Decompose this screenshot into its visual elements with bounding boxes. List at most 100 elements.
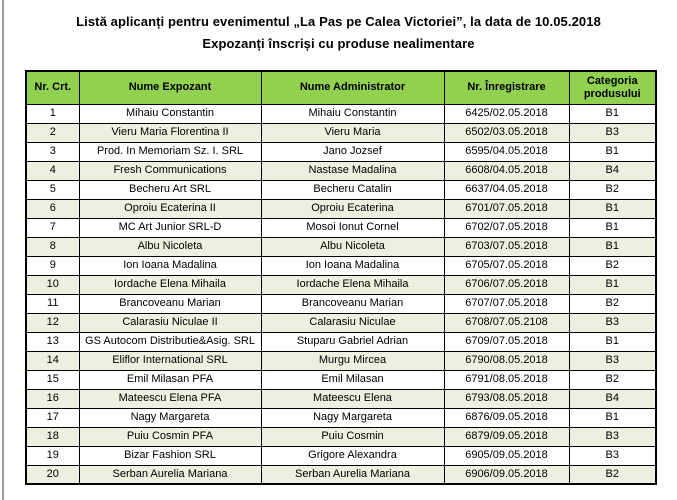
table-cell: Emil Milasan (260, 369, 445, 390)
table-cell: B3 (568, 445, 657, 466)
table-cell: B2 (568, 369, 657, 390)
column-header: Categoria produsului (568, 70, 657, 105)
table-cell: 6876/09.05.2018 (443, 407, 570, 428)
document-subtitle: Expozanți înscriși cu produse nealimenta… (202, 36, 475, 51)
table-cell: 6708/07.05.2108 (443, 312, 570, 333)
table-row: 4 Fresh Communications Nastase Madalina 660… (25, 160, 657, 181)
table-cell: Fresh Communications (78, 160, 262, 181)
table-cell: Mateescu Elena (260, 388, 445, 409)
table-cell: 15 (25, 369, 80, 390)
table-cell: Stuparu Gabriel Adrian (260, 331, 445, 352)
table-cell: 13 (25, 331, 80, 352)
table-row: 16 Mateescu Elena PFA Mateescu Elena 6793/0… (25, 388, 657, 409)
table-row: 19 Bizar Fashion SRL Grigore Alexandra 6905… (25, 445, 657, 466)
table-cell: 1 (25, 103, 80, 124)
table-cell: B1 (568, 274, 657, 295)
table-cell: GS Autocom Distributie&Asig. SRL (78, 331, 262, 352)
table-cell: Albu Nicoleta (78, 236, 262, 257)
table-cell: B3 (568, 312, 657, 333)
table-cell: 6790/08.05.2018 (443, 350, 570, 371)
table-cell: B1 (568, 236, 657, 257)
page-edge-line (2, 0, 4, 500)
table-cell: 6595/04.05.2018 (443, 141, 570, 162)
table-row: 17 Nagy Margareta Nagy Margareta 6876/09.05… (25, 407, 657, 428)
table-row: 3 Prod. In Memoriam Sz. I. SRL Jano Jozsef… (25, 141, 657, 162)
table-cell: Iordache Elena Mihaila (78, 274, 262, 295)
table-cell: 20 (25, 464, 80, 485)
table-cell: Ion Ioana Madalina (78, 255, 262, 276)
table-cell: 19 (25, 445, 80, 466)
table-cell: B1 (568, 217, 657, 238)
table-cell: 6906/09.05.2018 (443, 464, 570, 485)
table-cell: 16 (25, 388, 80, 409)
table-cell: Nagy Margareta (260, 407, 445, 428)
table-cell: 11 (25, 293, 80, 314)
document-header: Listă aplicanți pentru evenimentul „La P… (0, 0, 677, 55)
table-cell: 6707/07.05.2018 (443, 293, 570, 314)
table-cell: 6705/07.05.2018 (443, 255, 570, 276)
table-row: 7 MC Art Junior SRL-D Mosoi Ionut Cornel 67… (25, 217, 657, 238)
table-cell: 8 (25, 236, 80, 257)
table-cell: Iordache Elena Mihaila (260, 274, 445, 295)
table-row: 14 Eliflor International SRL Murgu Mircea 6… (25, 350, 657, 371)
table-cell: 6703/07.05.2018 (443, 236, 570, 257)
table-cell: 5 (25, 179, 80, 200)
table-cell: Ion Ioana Madalina (260, 255, 445, 276)
table-row: 8 Albu Nicoleta Albu Nicoleta 6703/07.05.20… (25, 236, 657, 257)
table-cell: Vieru Maria (260, 122, 445, 143)
table-cell: 7 (25, 217, 80, 238)
table-cell: B4 (568, 388, 657, 409)
table-row: 1 Mihaiu Constantin Mihaiu Constantin 6425/… (25, 103, 657, 124)
table-cell: Serban Aurelia Mariana (78, 464, 262, 485)
table-cell: Nastase Madalina (260, 160, 445, 181)
table-cell: B3 (568, 350, 657, 371)
table-cell: B1 (568, 141, 657, 162)
applicants-table: Nr. Crt. Nume Expozant Nume Administrator N… (25, 70, 657, 485)
table-row: 2 Vieru Maria Florentina II Vieru Maria 650… (25, 122, 657, 143)
table-cell: 6701/07.05.2018 (443, 198, 570, 219)
column-header: Nume Administrator (260, 70, 445, 105)
table-cell: Calarasiu Niculae II (78, 312, 262, 333)
table-cell: 6706/07.05.2018 (443, 274, 570, 295)
table-cell: 6637/04.05.2018 (443, 179, 570, 200)
table-cell: Grigore Alexandra (260, 445, 445, 466)
table-cell: 9 (25, 255, 80, 276)
table-cell: Nagy Margareta (78, 407, 262, 428)
table-cell: Mihaiu Constantin (260, 103, 445, 124)
table-row: 11 Brancoveanu Marian Brancoveanu Marian 67… (25, 293, 657, 314)
table-cell: 12 (25, 312, 80, 333)
table-row: 20 Serban Aurelia Mariana Serban Aurelia M… (25, 464, 657, 485)
table-cell: 6879/09.05.2018 (443, 426, 570, 447)
table-cell: 2 (25, 122, 80, 143)
table-row: 5 Becheru Art SRL Becheru Catalin 6637/04.0… (25, 179, 657, 200)
table-cell: Brancoveanu Marian (78, 293, 262, 314)
table-cell: Prod. In Memoriam Sz. I. SRL (78, 141, 262, 162)
table-cell: Oproiu Ecaterina (260, 198, 445, 219)
table-cell: Puiu Cosmin PFA (78, 426, 262, 447)
table-cell: 6608/04.05.2018 (443, 160, 570, 181)
table-row: 10 Iordache Elena Mihaila Iordache Elena M… (25, 274, 657, 295)
table-cell: Brancoveanu Marian (260, 293, 445, 314)
table-cell: B1 (568, 331, 657, 352)
table-cell: B1 (568, 407, 657, 428)
table-cell: Calarasiu Niculae (260, 312, 445, 333)
table-cell: 18 (25, 426, 80, 447)
table-cell: Murgu Mircea (260, 350, 445, 371)
table-cell: Mihaiu Constantin (78, 103, 262, 124)
column-header: Nr. Crt. (25, 70, 80, 105)
table-body: 1 Mihaiu Constantin Mihaiu Constantin 6425/… (25, 103, 657, 485)
table-cell: B1 (568, 103, 657, 124)
table-row: 12 Calarasiu Niculae II Calarasiu Niculae 6… (25, 312, 657, 333)
table-cell: B2 (568, 464, 657, 485)
table-cell: 14 (25, 350, 80, 371)
document-title: Listă aplicanți pentru evenimentul „La P… (76, 14, 601, 29)
table-cell: B3 (568, 426, 657, 447)
table-cell: B2 (568, 255, 657, 276)
table-cell: Eliflor International SRL (78, 350, 262, 371)
table-cell: 3 (25, 141, 80, 162)
table-cell: 17 (25, 407, 80, 428)
table-cell: 6702/07.05.2018 (443, 217, 570, 238)
table-cell: Emil Milasan PFA (78, 369, 262, 390)
table-cell: 6709/07.05.2018 (443, 331, 570, 352)
